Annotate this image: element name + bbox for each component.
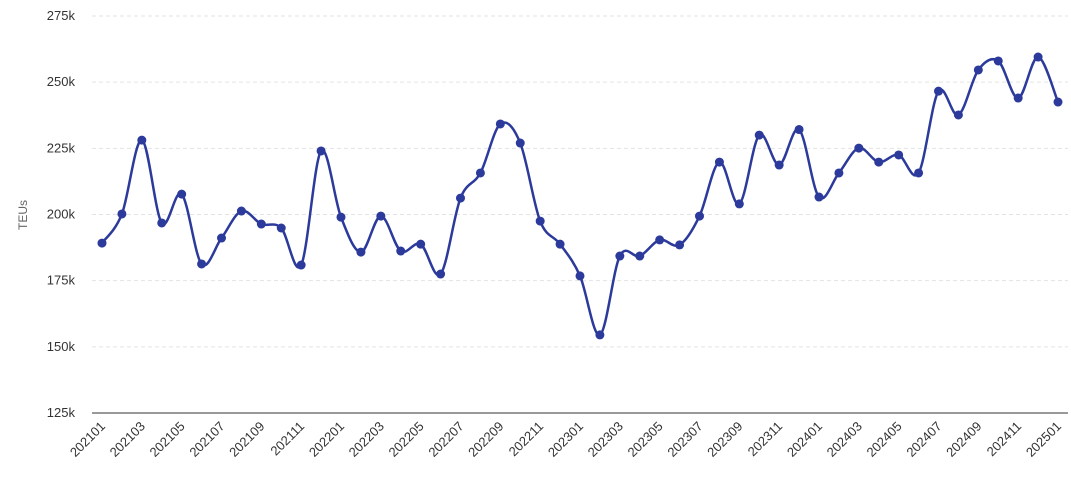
x-tick-label: 202107 (186, 419, 227, 460)
x-tick-label: 202403 (824, 419, 865, 460)
x-tick-label: 202207 (425, 419, 466, 460)
x-tick-label: 202311 (745, 419, 786, 460)
x-tick-label: 202405 (863, 419, 904, 460)
data-point-202404[interactable] (874, 157, 884, 167)
data-point-202109[interactable] (256, 219, 266, 229)
data-point-202111[interactable] (296, 260, 306, 270)
data-point-202102[interactable] (117, 209, 127, 219)
x-tick-label: 202501 (1023, 419, 1064, 460)
x-tick-label: 202409 (943, 419, 984, 460)
data-point-202308[interactable] (714, 157, 724, 167)
data-point-202403[interactable] (854, 143, 864, 153)
data-point-202108[interactable] (236, 206, 246, 216)
data-point-202209[interactable] (495, 119, 505, 129)
y-axis-label: TEUs (16, 200, 30, 230)
x-tick-label: 202303 (585, 419, 626, 460)
data-point-202302[interactable] (595, 330, 605, 340)
y-tick-label: 175k (47, 273, 76, 288)
data-point-202304[interactable] (635, 251, 645, 261)
data-point-202309[interactable] (734, 199, 744, 209)
data-point-202205[interactable] (416, 239, 426, 249)
data-point-202110[interactable] (276, 223, 286, 233)
data-point-202410[interactable] (993, 56, 1003, 66)
data-point-202306[interactable] (675, 240, 685, 250)
x-tick-label: 202309 (704, 419, 745, 460)
data-point-202305[interactable] (655, 235, 665, 245)
data-point-202201[interactable] (336, 212, 346, 222)
x-tick-label: 202101 (67, 419, 108, 460)
data-point-202411[interactable] (1013, 93, 1023, 103)
data-point-202107[interactable] (217, 233, 226, 243)
data-point-202210[interactable] (515, 138, 525, 148)
data-point-202501[interactable] (1053, 97, 1063, 107)
data-point-202303[interactable] (615, 251, 625, 261)
data-point-202212[interactable] (555, 239, 565, 249)
x-tick-label: 202407 (903, 419, 944, 460)
data-point-202408[interactable] (953, 110, 963, 120)
data-point-202402[interactable] (834, 168, 844, 178)
data-point-202105[interactable] (177, 189, 187, 199)
data-point-202312[interactable] (794, 125, 804, 135)
data-point-202106[interactable] (197, 259, 207, 269)
series-line (100, 55, 1060, 337)
data-point-202204[interactable] (396, 246, 406, 256)
x-tick-label: 202109 (226, 419, 267, 460)
x-tick-label: 202203 (346, 419, 387, 460)
data-point-202101[interactable] (97, 238, 107, 248)
data-point-202405[interactable] (894, 150, 904, 160)
x-tick-label: 202201 (306, 419, 347, 460)
y-tick-label: 200k (47, 207, 76, 222)
data-point-202406[interactable] (914, 168, 924, 178)
data-point-202311[interactable] (774, 160, 784, 170)
y-tick-label: 125k (47, 405, 76, 420)
data-point-202208[interactable] (475, 168, 485, 178)
data-point-202412[interactable] (1033, 52, 1043, 62)
x-tick-label: 202307 (664, 419, 705, 460)
x-tick-label: 202411 (984, 419, 1025, 460)
data-point-202307[interactable] (695, 211, 704, 221)
x-tick-label: 202105 (146, 419, 187, 460)
x-tick-label: 202211 (506, 419, 547, 460)
y-tick-label: 150k (47, 339, 76, 354)
data-point-202401[interactable] (814, 192, 824, 202)
data-point-202409[interactable] (973, 65, 983, 75)
x-tick-label: 202209 (465, 419, 506, 460)
y-tick-label: 275k (47, 8, 76, 23)
data-point-202211[interactable] (535, 216, 545, 226)
data-point-202310[interactable] (754, 130, 764, 140)
y-tick-label: 225k (47, 140, 76, 155)
data-point-202301[interactable] (575, 271, 585, 281)
x-tick-label: 202301 (545, 419, 586, 460)
data-point-202203[interactable] (376, 211, 386, 221)
x-tick-label: 202305 (624, 419, 665, 460)
y-tick-label: 250k (47, 74, 76, 89)
data-point-202407[interactable] (934, 86, 943, 96)
x-tick-label: 202111 (267, 419, 307, 459)
x-tick-label: 202205 (385, 419, 426, 460)
x-tick-label: 202103 (107, 419, 148, 460)
data-point-202206[interactable] (436, 269, 446, 279)
data-point-202112[interactable] (316, 146, 326, 156)
data-point-202202[interactable] (356, 247, 366, 257)
data-point-202103[interactable] (137, 135, 147, 145)
data-point-202104[interactable] (157, 218, 167, 228)
data-point-202207[interactable] (456, 193, 465, 203)
x-tick-label: 202401 (784, 419, 825, 460)
